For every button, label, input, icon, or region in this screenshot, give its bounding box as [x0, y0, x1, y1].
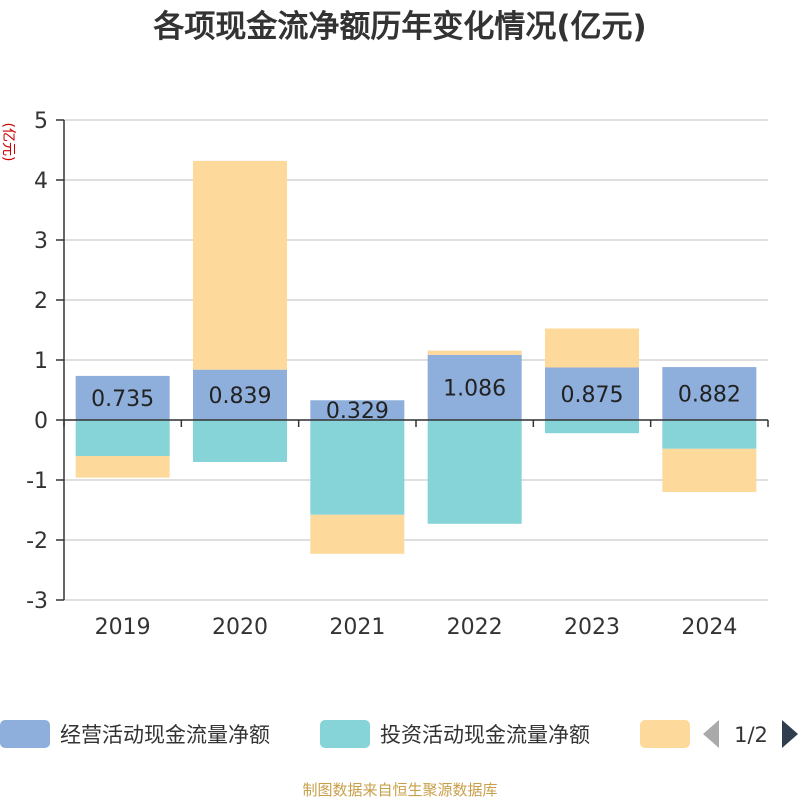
- x-tick-label: 2021: [329, 615, 385, 640]
- bar-series3-2020: [193, 160, 287, 370]
- data-label: 0.839: [209, 384, 272, 409]
- x-tick-label: 2023: [564, 615, 620, 640]
- bar-series2-2019: [75, 420, 170, 456]
- y-tick-label: 0: [34, 409, 48, 434]
- legend-label[interactable]: 经营活动现金流量净额: [60, 723, 270, 747]
- bar-series2-2023: [545, 420, 639, 434]
- bar-series1-2024: [662, 367, 757, 420]
- bar-series3-2021: [310, 514, 405, 554]
- bar-series1-2020: [193, 369, 287, 420]
- bar-series3-2019: [75, 456, 170, 478]
- bar-series1-2019: [75, 375, 170, 420]
- data-label: 0.882: [678, 383, 741, 408]
- axes: 5 4 3 2 1 0 -1 -2 -3 2019 2020 2021 2022 2023 2024: [26, 109, 769, 640]
- bar-series1-2023: [545, 367, 639, 420]
- y-tick-label: -3: [26, 589, 48, 614]
- bar-series2-2020: [193, 420, 287, 462]
- bar-series3-2022: [427, 350, 522, 355]
- bar-series1-2021: [310, 400, 405, 420]
- x-tick-label: 2020: [212, 615, 268, 640]
- x-tick-label: 2024: [681, 615, 737, 640]
- y-axis-unit: (亿元): [0, 123, 16, 162]
- data-label: 0.875: [561, 383, 624, 408]
- legend-label[interactable]: 投资活动现金流量净额: [380, 723, 590, 747]
- y-tick-label: 3: [34, 229, 48, 254]
- grid: [64, 119, 768, 601]
- y-tick-label: 2: [34, 289, 48, 314]
- x-tick-label: 2022: [447, 615, 503, 640]
- legend: 经营活动现金流量净额 投资活动现金流量净额 1/2: [0, 720, 798, 748]
- bar-series2-2021: [310, 420, 405, 515]
- chart-title: 各项现金流净额历年变化情况(亿元): [152, 9, 646, 45]
- bar-series3-2023: [545, 328, 639, 368]
- data-labels: 0.735 0.839 0.329 1.086 0.875 0.882: [91, 376, 741, 424]
- bar-series2-2022: [427, 420, 522, 524]
- bar-series2-2024: [662, 420, 757, 449]
- legend-page-indicator: 1/2: [734, 723, 768, 747]
- data-label: 0.329: [326, 399, 389, 424]
- bars: [75, 160, 757, 554]
- source-note: 制图数据来自恒生聚源数据库: [302, 781, 497, 799]
- triangle-right-icon[interactable]: [782, 720, 798, 748]
- bar-series3-2024: [662, 448, 757, 492]
- data-label: 0.735: [91, 387, 154, 412]
- x-tick-label: 2019: [95, 615, 151, 640]
- triangle-left-icon[interactable]: [703, 720, 719, 748]
- legend-swatch[interactable]: [0, 720, 50, 748]
- y-tick-label: 5: [34, 109, 48, 134]
- y-tick-label: -1: [26, 469, 48, 494]
- y-tick-label: 1: [34, 349, 48, 374]
- y-tick-label: -2: [26, 529, 48, 554]
- y-tick-label: 4: [34, 169, 48, 194]
- data-label: 1.086: [443, 376, 506, 401]
- legend-swatch[interactable]: [640, 720, 690, 748]
- bar-series1-2022: [427, 354, 522, 420]
- legend-swatch[interactable]: [320, 720, 370, 748]
